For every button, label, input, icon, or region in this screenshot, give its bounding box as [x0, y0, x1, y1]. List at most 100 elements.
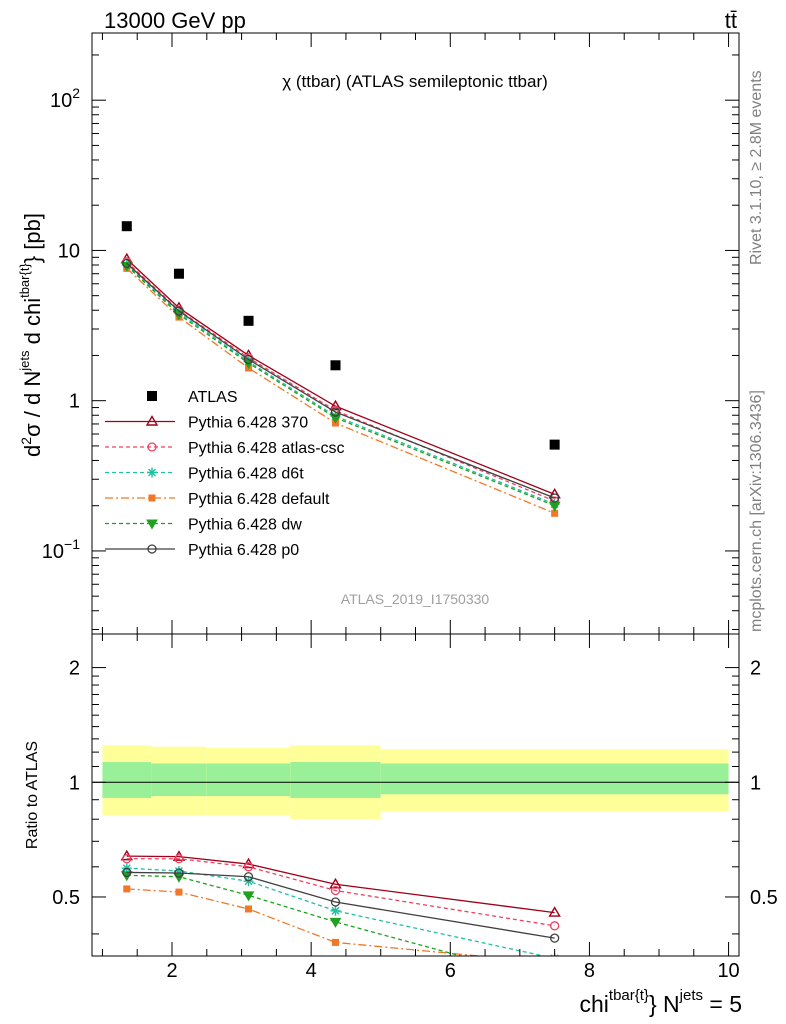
legend-marker	[147, 467, 157, 478]
xlabel-sup-jets: jets	[679, 987, 703, 1004]
ratio-series-line	[126, 871, 555, 939]
legend-marker	[147, 391, 157, 401]
tick-base: 10	[50, 90, 72, 112]
ratio-series-line	[126, 858, 555, 927]
legend-entry-label: Pythia 6.428 p0	[188, 542, 299, 559]
ratio-series-point	[549, 933, 560, 943]
atlas-data-point	[549, 439, 560, 450]
main-y-tick-label: 1	[69, 391, 80, 413]
legend-entry-label: Pythia 6.428 370	[188, 415, 308, 432]
ratio-stat-uncertainty-band	[151, 763, 207, 797]
legend-marker	[145, 415, 159, 426]
atlas-data-point	[121, 221, 132, 232]
ratio-series-point	[175, 888, 183, 896]
mc-series-point	[174, 306, 184, 316]
xlabel-sup-tbar: tbar{t}	[609, 987, 649, 1004]
mcplots-site-label: mcplots.cern.ch [arXiv:1306.3436]	[748, 390, 765, 632]
mc-series-point	[549, 493, 560, 503]
legend-marker	[146, 519, 158, 530]
legend-marker	[147, 544, 157, 554]
ratio-y-tick-label-right: 2	[750, 658, 761, 680]
atlas-data-point	[330, 360, 341, 371]
mc-series-line	[126, 262, 555, 499]
ratio-series-point	[551, 960, 558, 967]
x-tick-labels: 2 4 6 8 10	[166, 960, 739, 982]
main-y-axis-label: d2σ / d Njets d chitbar{t}} [pb]	[17, 213, 45, 457]
ratio-y-tick-label-right: 0.5	[750, 887, 778, 909]
mc-series-point	[548, 501, 561, 512]
ratio-series-point	[243, 872, 254, 882]
ratio-series-point	[330, 885, 341, 896]
legend-marker	[147, 442, 157, 452]
mc-series-point	[329, 399, 342, 411]
process-label: tt̄	[725, 8, 737, 33]
ratio-series-line	[126, 888, 486, 956]
legend-marker	[148, 494, 156, 502]
legend: ATLAS Pythia 6.428 370 Pythia 6.428 atlas-…	[105, 389, 345, 559]
legend-entry-label: Pythia 6.428 dw	[188, 517, 302, 534]
ratio-x-ticks	[101, 634, 730, 956]
ratio-series-point	[329, 877, 342, 889]
ratio-series-point	[330, 897, 341, 907]
ratio-series-point	[123, 885, 131, 893]
ylabel-d: d	[20, 445, 45, 457]
ratio-series-point	[174, 854, 184, 864]
ratio-series-point	[242, 891, 255, 902]
mc-series-point	[329, 413, 342, 424]
rivet-version-label: Rivet 3.1.10, ≥ 2.8M events	[748, 70, 765, 265]
ratio-series-point	[331, 938, 339, 946]
ratio-series-point	[243, 862, 254, 872]
x-tick-label: 4	[306, 960, 317, 982]
x-tick-label: 10	[717, 960, 739, 982]
plot-title: χ (ttbar) (ATLAS semileptonic ttbar)	[282, 72, 548, 91]
xlabel-chi: chi	[580, 991, 609, 1017]
x-tick-label: 8	[584, 960, 595, 982]
ratio-y-axis-label: Ratio to ATLAS	[24, 741, 41, 849]
ratio-series-point	[549, 921, 560, 931]
ratio-stat-uncertainty-band	[206, 763, 291, 797]
ylabel-sup-jets: jets	[17, 350, 32, 372]
ratio-series-point	[174, 868, 184, 878]
ratio-y-tick-label-right: 1	[750, 772, 761, 794]
tick-exponent: −1	[64, 536, 80, 552]
ratio-series-point	[173, 865, 184, 876]
x-axis-label: chitbar{t}} Njets = 5	[580, 987, 743, 1017]
ratio-stat-uncertainty-band	[380, 763, 729, 795]
mc-series-point	[330, 407, 341, 417]
energy-label: 13000 GeV pp	[104, 8, 246, 33]
legend-entry-label: Pythia 6.428 d6t	[188, 466, 304, 483]
ratio-stat-uncertainty-band	[102, 762, 152, 798]
mc-series-point	[551, 509, 559, 517]
mc-series-point	[243, 354, 254, 365]
ratio-series-point	[329, 917, 342, 928]
main-y-tick-label: 10	[58, 240, 80, 262]
ylabel-brace: } [pb]	[20, 213, 45, 263]
ylabel-sup-2: 2	[18, 437, 34, 445]
ratio-series-line	[126, 855, 555, 914]
legend-entry-label: Pythia 6.428 default	[188, 491, 330, 508]
ratio-plot-panel: 0.5 0.5 1 1 2 2 Ratio to ATLAS	[24, 633, 778, 987]
ratio-series-point	[245, 905, 253, 913]
ratio-y-tick-label-left: 1	[69, 772, 80, 794]
ratio-series-point	[122, 854, 132, 864]
ylabel-sigma: σ / d N	[20, 371, 45, 437]
ratio-y-tick-label-left: 0.5	[52, 887, 80, 909]
xlabel-brace-n: } N	[649, 991, 680, 1017]
ratio-series-point	[550, 978, 560, 987]
mc-series-line	[126, 267, 555, 514]
ratio-series-line	[126, 867, 547, 956]
atlas-data-point	[173, 268, 184, 279]
tick-base: 10	[42, 541, 64, 563]
mc-series-point	[122, 258, 132, 269]
mc-series-line	[126, 258, 555, 495]
x-tick-label: 2	[166, 960, 177, 982]
ratio-series-line	[126, 874, 464, 956]
ratio-series-point	[330, 905, 341, 916]
main-y-tick-label: 10−1	[42, 536, 80, 563]
xlabel-end: = 5	[703, 991, 742, 1017]
main-y-tick-label: 102	[50, 85, 80, 112]
atlas-data-point	[243, 315, 254, 326]
